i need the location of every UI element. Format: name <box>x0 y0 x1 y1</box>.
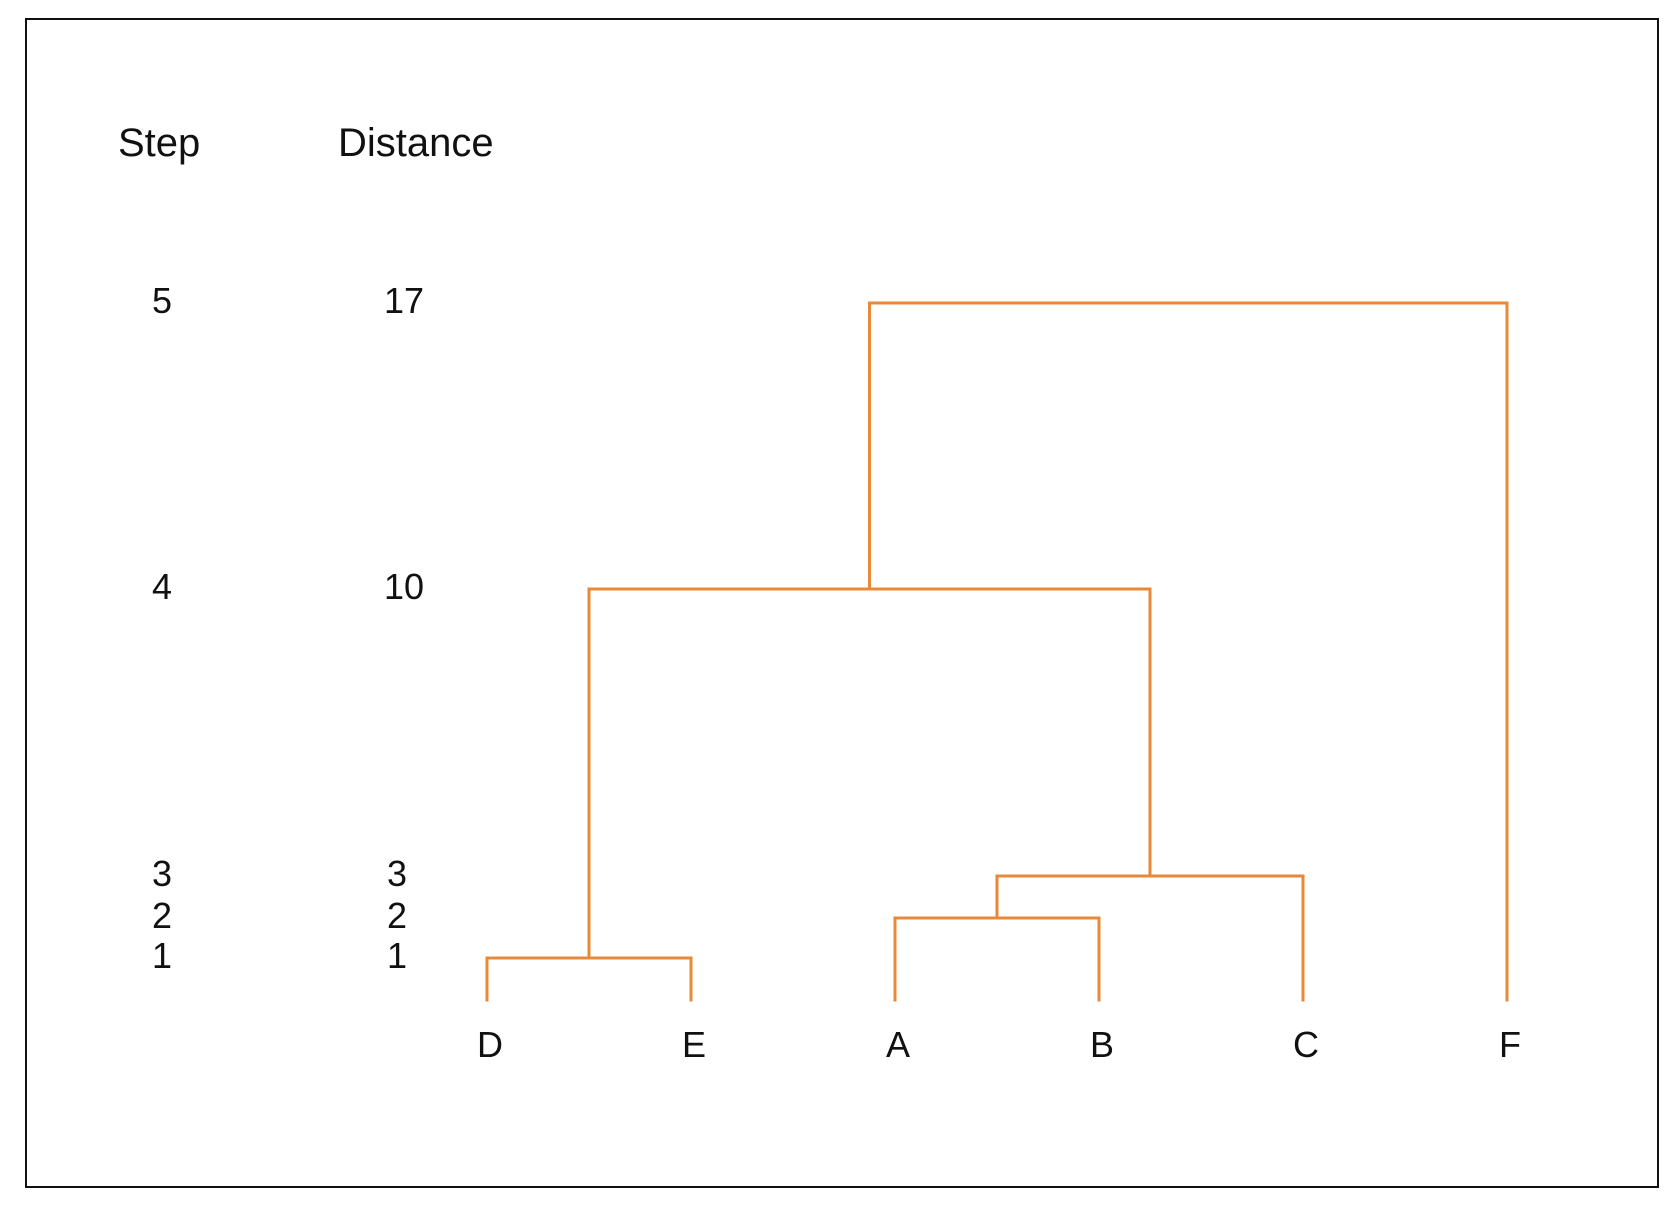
leaf-label: F <box>1499 1024 1521 1065</box>
merge-branch <box>587 587 1152 960</box>
leaf-label: B <box>1090 1024 1114 1065</box>
step-value: 1 <box>152 935 172 976</box>
leaf-label: C <box>1293 1024 1319 1065</box>
figure-frame <box>25 18 1659 1188</box>
step-value: 4 <box>152 566 172 607</box>
step-value: 2 <box>152 895 172 936</box>
distance-value: 10 <box>384 566 424 607</box>
step-value: 5 <box>152 280 172 321</box>
distance-value: 17 <box>384 280 424 321</box>
merge-branch <box>485 956 693 1002</box>
leaf-label: D <box>477 1024 503 1065</box>
distance-value: 3 <box>387 853 407 894</box>
distance-header: Distance <box>338 121 494 165</box>
step-value: 3 <box>152 853 172 894</box>
merge-branch <box>995 874 1305 1002</box>
distance-value: 2 <box>387 895 407 936</box>
leaf-label: E <box>682 1024 706 1065</box>
merge-branch <box>893 916 1101 1002</box>
distance-value: 1 <box>387 935 407 976</box>
branches <box>485 301 1509 1002</box>
merge-branch <box>868 301 1509 1002</box>
step-header: Step <box>118 121 200 165</box>
merge-rows: 1 12 23 34 105 17 <box>152 280 424 976</box>
leaf-label: A <box>886 1024 910 1065</box>
